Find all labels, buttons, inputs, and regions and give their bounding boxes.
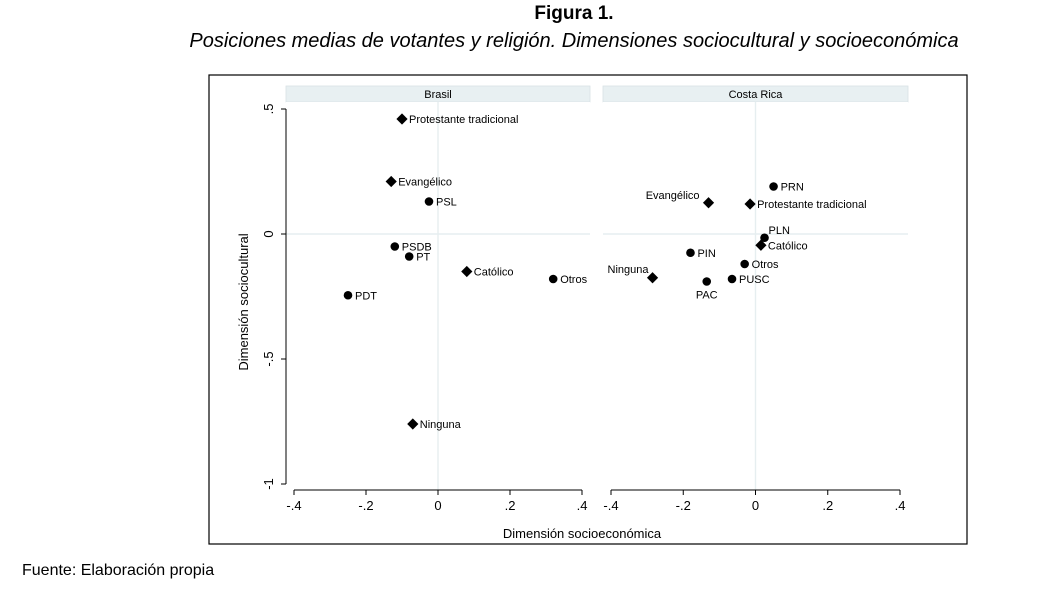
panel-brasil: Brasil -.4 -.2 0 .2 .4 .5 0 -.5 -1 Protestante tra… [261,85,591,513]
marker-diamond-ninguna [646,272,659,284]
marker-circle-pt [404,252,414,261]
x-tick-label: 0 [752,498,759,513]
point-label: Protestante tradicional [409,114,518,126]
point-label: PLN [769,225,790,237]
y-tick-label: -1 [261,478,276,490]
point-label: PUSC [739,274,770,286]
point-label: PSL [436,197,457,209]
figure-subtitle: Posiciones medias de votantes y religión… [189,30,959,52]
point-label: PRN [781,182,804,194]
y-tick-label: .5 [261,104,276,115]
marker-circle-psl [424,197,434,206]
point-label: Evangélico [398,177,452,189]
x-tick-label: -.4 [603,498,618,513]
marker-circle-prn [769,182,778,191]
point-label: PSDB [402,242,432,254]
y-tick-label: 0 [261,230,276,237]
marker-circle-pin [686,248,695,258]
point-label: PT [416,252,430,264]
x-tick-label: -.2 [358,498,373,513]
y-axis-label: Dimensión sociocultural [236,233,251,370]
marker-diamond-evangelico [702,197,715,209]
point-label: Ninguna [420,419,462,431]
x-axis-label: Dimensión socioeconómica [503,526,662,541]
x-tick-label: .4 [577,498,588,513]
figure-title: Figura 1. [534,3,614,24]
source-note: Fuente: Elaboración propia [22,562,215,579]
marker-circle-pln [760,233,769,243]
point-label: PAC [696,290,718,302]
point-label: PDT [355,290,377,302]
x-tick-label: .4 [895,498,906,513]
point-label: Otros [752,259,779,271]
x-tick-label: .2 [822,498,833,513]
point-label: PIN [697,248,715,260]
marker-diamond-protestante-tradicional [744,198,756,210]
marker-circle-pac [702,277,712,286]
panel-costa-rica: Costa Rica -.4 -.2 0 .2 .4 PRN Evangélico Protes… [602,85,909,513]
x-tick-label: 0 [434,498,441,513]
marker-diamond-evangelico [385,175,397,188]
point-label: Otros [560,274,587,286]
marker-diamond-catolico [461,265,473,278]
marker-circle-otros [740,259,749,269]
x-tick-label: .2 [505,498,516,513]
marker-diamond-catolico [755,239,767,251]
point-label: Ninguna [608,264,650,276]
marker-diamond-ninguna [407,418,419,430]
point-label: Católico [474,267,514,279]
x-tick-label: -.2 [676,498,691,513]
point-label: Protestante tradicional [757,199,866,211]
marker-circle-psdb [390,242,400,251]
panel-title: Brasil [424,89,452,101]
x-tick-label: -.4 [286,498,301,513]
panel-title: Costa Rica [729,89,784,101]
point-label: Católico [768,240,808,252]
marker-circle-pdt [343,290,353,300]
point-label: Evangélico [646,190,700,202]
y-tick-label: -.5 [261,351,276,366]
marker-diamond-protestante-tradicional [396,113,408,125]
marker-circle-pusc [727,274,737,284]
marker-circle-otros [548,274,558,284]
